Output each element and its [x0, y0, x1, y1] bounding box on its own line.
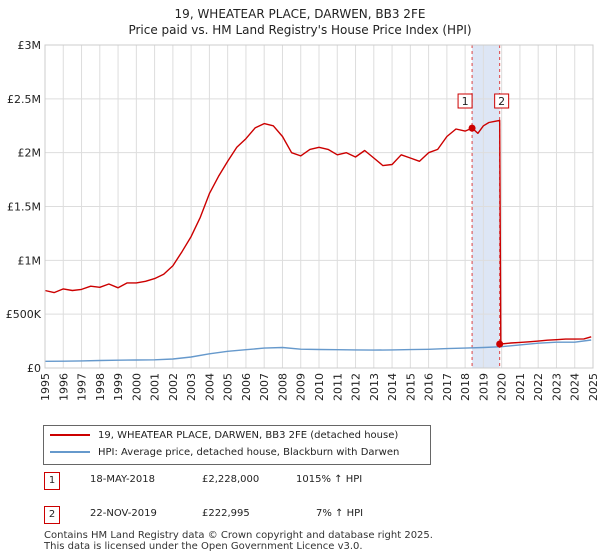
legend-label-property: 19, WHEATEAR PLACE, DARWEN, BB3 2FE (det… [98, 430, 399, 441]
chart-title: 19, WHEATEAR PLACE, DARWEN, BB3 2FE Pric… [0, 6, 600, 38]
table-row: 1 18-MAY-2018 £2,228,000 1015% ↑ HPI [40, 472, 460, 490]
series-line-property [44, 119, 592, 345]
x-tick-label: 2014 [386, 373, 399, 401]
table-row: 2 22-NOV-2019 £222,995 7% ↑ HPI [40, 506, 460, 524]
x-tick-label: 2009 [295, 373, 308, 401]
sale-price: £222,995 [202, 508, 250, 519]
x-tick-label: 2000 [130, 373, 143, 401]
x-tick-label: 2010 [313, 373, 326, 401]
legend-swatch-property [50, 434, 90, 436]
y-tick-label: £1M [18, 254, 42, 267]
sale-point [496, 340, 504, 348]
chart-title-line2: Price paid vs. HM Land Registry's House … [128, 23, 472, 37]
chart-title-line1: 19, WHEATEAR PLACE, DARWEN, BB3 2FE [174, 7, 426, 21]
y-tick-label: £500K [6, 308, 42, 321]
x-tick-label: 2018 [459, 373, 472, 401]
x-tick-label: 1996 [57, 373, 70, 401]
footer: Contains HM Land Registry data © Crown c… [44, 530, 433, 552]
x-tick-label: 2022 [532, 373, 545, 401]
x-tick-label: 2013 [368, 373, 381, 401]
x-tick-label: 2002 [167, 373, 180, 401]
footer-line2: This data is licensed under the Open Gov… [44, 541, 363, 552]
legend-label-hpi: HPI: Average price, detached house, Blac… [98, 447, 400, 458]
x-tick-label: 2004 [203, 373, 216, 401]
x-tick-label: 2001 [149, 373, 162, 401]
legend-item-property: 19, WHEATEAR PLACE, DARWEN, BB3 2FE (det… [50, 428, 398, 444]
x-tick-label: 2011 [331, 373, 344, 401]
x-tick-label: 2025 [587, 373, 600, 401]
y-tick-label: £3M [18, 39, 42, 52]
x-tick-label: 2023 [550, 373, 563, 401]
sale-number-badge: 2 [44, 506, 60, 524]
plot-border [44, 44, 594, 369]
sale-hpi-change: 1015% ↑ HPI [296, 474, 363, 485]
price-chart: £0 £500K £1M £1.5M £2M £2.5M £3M 1995 1996 1997 19… [6, 39, 600, 401]
legend-item-hpi: HPI: Average price, detached house, Blac… [50, 445, 399, 461]
x-tick-label: 1998 [94, 373, 107, 401]
sale-number-label: 1 [462, 95, 469, 108]
sale-number-box [494, 93, 510, 109]
x-tick-label: 2007 [258, 373, 271, 401]
x-tick-label: 2012 [350, 373, 363, 401]
x-tick-label: 1995 [39, 373, 52, 401]
sale-price: £2,228,000 [202, 474, 260, 485]
x-tick-label: 2020 [496, 373, 509, 401]
sale-hpi-change: 7% ↑ HPI [316, 508, 364, 519]
x-tick-label: 2015 [404, 373, 417, 401]
x-tick-label: 1999 [112, 373, 125, 401]
x-tick-label: 2006 [240, 373, 253, 401]
x-tick-label: 2019 [477, 373, 490, 401]
legend-swatch-hpi [50, 451, 90, 453]
x-tick-label: 1997 [76, 373, 89, 401]
x-tick-label: 2021 [514, 373, 527, 401]
x-tick-label: 2008 [276, 373, 289, 401]
y-tick-label: £2M [18, 147, 42, 160]
legend: 19, WHEATEAR PLACE, DARWEN, BB3 2FE (det… [43, 425, 431, 465]
x-tick-label: 2016 [423, 373, 436, 401]
sale-number-badge: 1 [44, 472, 60, 490]
y-tick-label: £2.5M [7, 93, 41, 106]
y-tick-label: £0 [27, 362, 41, 375]
y-tick-label: £1.5M [7, 201, 41, 214]
sale-number-label: 2 [498, 95, 505, 108]
x-tick-label: 2003 [185, 373, 198, 401]
x-tick-label: 2024 [569, 373, 582, 401]
sale-date: 18-MAY-2018 [90, 474, 156, 485]
footer-line1: Contains HM Land Registry data © Crown c… [44, 530, 433, 541]
x-tick-label: 2005 [222, 373, 235, 401]
sale-point [468, 124, 476, 132]
sale-date: 22-NOV-2019 [90, 508, 157, 519]
sale-number-box [457, 93, 473, 109]
x-tick-label: 2017 [441, 373, 454, 401]
